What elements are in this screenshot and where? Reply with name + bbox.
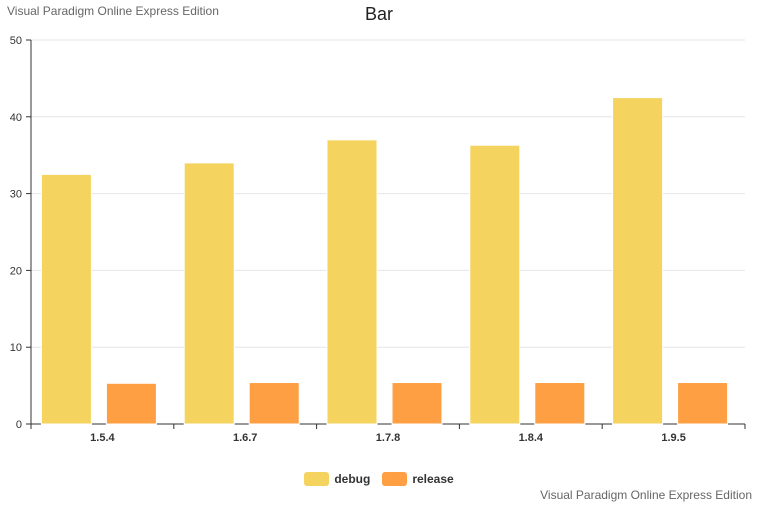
watermark-bottom: Visual Paradigm Online Express Edition bbox=[540, 488, 752, 502]
bar-debug bbox=[183, 162, 235, 425]
bar-release bbox=[677, 382, 729, 425]
bar-release bbox=[248, 382, 300, 425]
y-tick-label: 20 bbox=[10, 265, 22, 277]
chart-title: Bar bbox=[364, 4, 393, 24]
x-tick-label: 1.5.4 bbox=[90, 432, 115, 444]
legend-label-release: release bbox=[412, 472, 454, 486]
y-tick-label: 40 bbox=[10, 112, 22, 124]
x-tick-label: 1.8.4 bbox=[519, 432, 544, 444]
legend-swatch-release bbox=[382, 472, 408, 486]
x-tick-label: 1.6.7 bbox=[233, 432, 257, 444]
y-tick-label: 30 bbox=[10, 189, 22, 201]
y-tick-label: 10 bbox=[10, 342, 22, 354]
watermark-top: Visual Paradigm Online Express Edition bbox=[7, 4, 219, 18]
y-tick-label: 0 bbox=[16, 419, 22, 431]
bar-debug bbox=[40, 173, 92, 425]
legend-item-debug[interactable]: debug bbox=[304, 472, 370, 486]
x-tick-label: 1.9.5 bbox=[661, 432, 685, 444]
legend-item-release[interactable]: release bbox=[382, 472, 454, 486]
y-tick-label: 50 bbox=[10, 35, 22, 47]
bar-debug bbox=[612, 97, 664, 425]
legend-label-debug: debug bbox=[334, 472, 371, 486]
legend: debug release bbox=[0, 472, 758, 486]
bar-release bbox=[105, 382, 157, 425]
bar-release bbox=[534, 382, 586, 425]
legend-swatch-debug bbox=[304, 472, 330, 486]
x-tick-label: 1.7.8 bbox=[376, 432, 400, 444]
bar-release bbox=[391, 382, 443, 425]
bar-debug bbox=[326, 139, 378, 425]
bar-debug bbox=[469, 144, 521, 425]
